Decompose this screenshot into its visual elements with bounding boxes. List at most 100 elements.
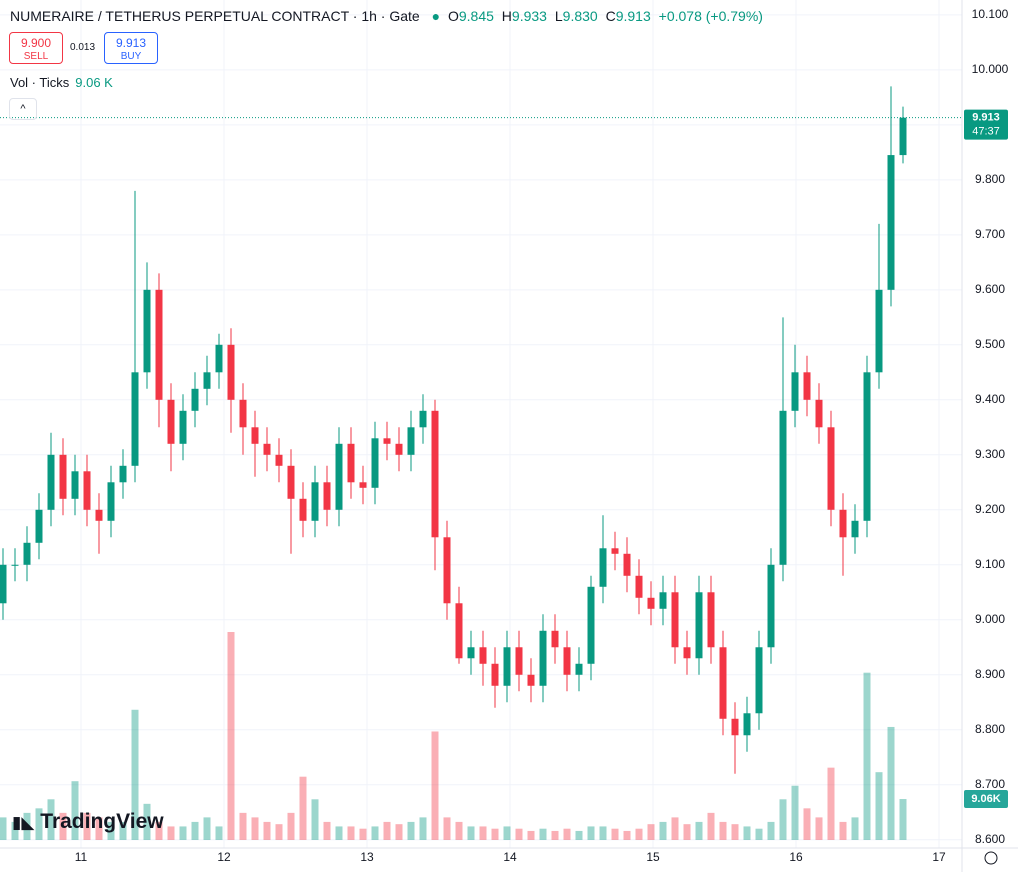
volume-bar <box>0 817 7 840</box>
volume-bar <box>239 812 247 840</box>
candle-body <box>287 465 295 499</box>
candle-body <box>203 372 211 389</box>
candle-body <box>683 647 691 659</box>
volume-bar <box>95 817 103 840</box>
candle-body <box>35 509 43 543</box>
candle-body <box>119 465 127 483</box>
candle-body <box>371 438 379 488</box>
volume-bar <box>203 817 211 840</box>
y-tick-label: 9.300 <box>975 447 1005 461</box>
logo-text: TradingView <box>40 810 164 833</box>
volume-bar <box>767 821 775 840</box>
volume-bar <box>143 803 151 840</box>
candle-body <box>839 509 847 538</box>
volume-bar <box>167 826 175 840</box>
volume-bar <box>515 828 523 840</box>
y-tick-label: 9.700 <box>975 227 1005 241</box>
open-key: O <box>447 8 459 24</box>
volume-bar <box>827 767 835 840</box>
chart-title: NUMERAIRE / TETHERUS PERPETUAL CONTRACT … <box>10 8 420 24</box>
volume-bar <box>551 830 559 840</box>
x-tick-label: 17 <box>932 850 946 864</box>
y-tick-label: 9.800 <box>975 172 1005 186</box>
volume-bar <box>311 799 319 840</box>
settings-button[interactable] <box>984 851 998 865</box>
candle-body <box>227 344 235 400</box>
y-tick-label: 9.100 <box>975 557 1005 571</box>
candle-body <box>383 438 391 444</box>
candle-body <box>251 427 259 444</box>
volume-bar <box>491 828 499 840</box>
candle-body <box>563 647 571 675</box>
volume-bar <box>671 817 679 840</box>
volume-bar <box>395 824 403 840</box>
volume-bar <box>263 821 271 840</box>
candle-body <box>851 520 859 538</box>
volume-bar <box>587 826 595 840</box>
volume-bar <box>791 785 799 840</box>
volume-bar <box>407 821 415 840</box>
candle-body <box>71 471 79 499</box>
last-price-tag <box>964 109 1008 140</box>
volume-bar <box>71 781 79 840</box>
candle-body <box>83 471 91 510</box>
candle-body <box>803 372 811 400</box>
candle-body <box>779 410 787 565</box>
volume-bar <box>839 821 847 840</box>
candle-body <box>323 482 331 510</box>
x-tick-label: 16 <box>789 850 803 864</box>
y-tick-label: 9.600 <box>975 282 1005 296</box>
candle-body <box>731 718 739 736</box>
volume-bar <box>419 817 427 840</box>
candle-body <box>539 630 547 686</box>
volume-bar <box>755 828 763 840</box>
candle-body <box>155 289 163 400</box>
candle-body <box>827 427 835 510</box>
y-tick-label: 9.400 <box>975 392 1005 406</box>
candle-body <box>599 548 607 587</box>
candle-body <box>695 592 703 659</box>
buy-button[interactable]: 9.913 BUY <box>104 32 158 64</box>
volume-bar <box>851 817 859 840</box>
low-key: L <box>554 8 563 24</box>
high-value: 9.933 <box>511 8 547 24</box>
volume-bar <box>635 828 643 840</box>
header: NUMERAIRE / TETHERUS PERPETUAL CONTRACT … <box>10 8 763 24</box>
y-tick-label: 8.600 <box>975 832 1005 846</box>
candle-body <box>395 443 403 455</box>
volume-bar <box>287 812 295 840</box>
volume-bar <box>779 799 787 840</box>
candle-body <box>527 674 535 686</box>
candle-body <box>875 289 883 373</box>
candle-body <box>467 647 475 659</box>
volume-bar <box>299 776 307 840</box>
x-tick-label: 11 <box>75 850 88 864</box>
candle-body <box>743 713 751 736</box>
candle-body <box>587 586 595 664</box>
volume-bar <box>347 826 355 840</box>
volume-bar <box>611 828 619 840</box>
candle-body <box>347 443 355 483</box>
candle-body <box>647 597 655 609</box>
volume-bar <box>719 821 727 840</box>
candle-body <box>755 647 763 714</box>
volume-bar <box>215 826 223 840</box>
change: +0.078 (+0.79%) <box>658 8 763 24</box>
sell-button[interactable]: 9.900 SELL <box>9 32 63 64</box>
volume-bar <box>335 826 343 840</box>
candle-body <box>443 537 451 604</box>
x-tick-label: 12 <box>217 850 231 864</box>
collapse-button[interactable]: ^ <box>9 98 37 120</box>
buy-price: 9.913 <box>115 36 147 50</box>
candle-body <box>11 564 19 566</box>
candle-body <box>503 647 511 686</box>
candle-body <box>95 509 103 521</box>
volume-title: Vol · Ticks <box>10 75 70 90</box>
last-price-label: 9.913 <box>972 112 1000 124</box>
volume-bar <box>191 821 199 840</box>
candle-body <box>107 482 115 521</box>
volume-bar <box>683 824 691 840</box>
countdown: 47:37 <box>972 126 1000 138</box>
candle-body <box>887 155 895 290</box>
